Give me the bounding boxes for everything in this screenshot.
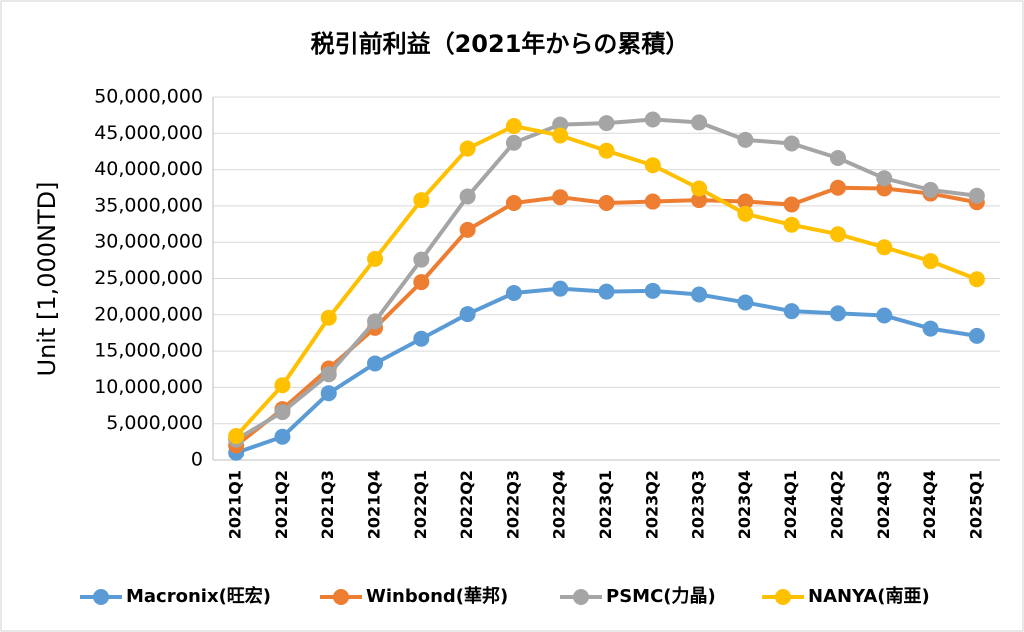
x-tick-label: 2021Q2	[272, 470, 291, 539]
legend-label: NANYA(南亜)	[808, 585, 930, 607]
data-point	[876, 307, 893, 324]
x-tick-label: 2023Q1	[596, 470, 615, 539]
data-point	[598, 283, 615, 300]
data-point	[783, 196, 800, 213]
data-point	[829, 226, 846, 243]
data-point	[876, 239, 893, 256]
data-point	[274, 404, 291, 421]
data-point	[505, 194, 522, 211]
data-point	[274, 428, 291, 445]
data-point	[737, 294, 754, 311]
y-tick-label: 45,000,000	[94, 122, 203, 144]
data-point	[413, 192, 430, 209]
y-tick-label: 20,000,000	[94, 303, 203, 325]
y-tick-label: 15,000,000	[94, 340, 203, 362]
data-point	[922, 253, 939, 270]
data-point	[644, 282, 661, 299]
data-point	[505, 118, 522, 135]
data-point	[691, 286, 708, 303]
y-tick-label: 25,000,000	[94, 267, 203, 289]
data-point	[598, 142, 615, 159]
data-point	[552, 189, 569, 206]
x-tick-label: 2022Q2	[457, 470, 476, 539]
data-point	[459, 221, 476, 238]
y-tick-label: 40,000,000	[94, 158, 203, 180]
y-axis-label: Unit [1,000NTD]	[33, 181, 61, 376]
data-point	[691, 180, 708, 197]
data-point	[552, 127, 569, 144]
legend-label: Macronix(旺宏)	[126, 585, 271, 607]
data-point	[691, 192, 708, 209]
data-point	[552, 280, 569, 297]
data-point	[644, 157, 661, 174]
y-tick-label: 50,000,000	[94, 86, 203, 108]
y-tick-label: 30,000,000	[94, 231, 203, 253]
y-tick-label: 10,000,000	[94, 376, 203, 398]
data-point	[783, 303, 800, 320]
data-point	[644, 193, 661, 210]
data-point	[922, 181, 939, 198]
legend-marker	[93, 589, 109, 605]
x-tick-label: 2021Q3	[318, 470, 337, 539]
chart-title: 税引前利益（2021年からの累積）	[311, 30, 690, 58]
data-point	[968, 327, 985, 344]
x-tick-label: 2024Q3	[874, 470, 893, 539]
data-point	[691, 114, 708, 131]
data-point	[320, 366, 337, 383]
data-point	[598, 194, 615, 211]
data-point	[737, 131, 754, 148]
data-point	[876, 170, 893, 187]
data-point	[413, 274, 430, 291]
data-point	[320, 385, 337, 402]
legend-marker	[573, 589, 589, 605]
data-point	[367, 355, 384, 372]
data-point	[783, 216, 800, 233]
data-point	[413, 330, 430, 347]
legend-marker	[775, 589, 791, 605]
data-point	[922, 320, 939, 337]
x-tick-label: 2021Q4	[365, 470, 384, 539]
data-point	[783, 135, 800, 152]
x-tick-label: 2022Q1	[411, 470, 430, 539]
x-tick-label: 2022Q3	[503, 470, 522, 539]
data-point	[505, 134, 522, 151]
data-point	[228, 428, 245, 445]
x-tick-label: 2022Q4	[550, 470, 569, 539]
data-point	[505, 285, 522, 302]
data-point	[829, 149, 846, 166]
y-tick-label: 5,000,000	[106, 412, 203, 434]
legend-label: PSMC(力晶)	[606, 586, 716, 607]
data-point	[737, 205, 754, 222]
data-point	[367, 250, 384, 267]
data-point	[598, 115, 615, 132]
legend-marker	[333, 589, 349, 605]
data-point	[274, 377, 291, 394]
data-point	[737, 193, 754, 210]
y-tick-label: 0	[191, 449, 203, 471]
x-tick-label: 2021Q1	[226, 470, 245, 539]
data-point	[367, 313, 384, 330]
x-tick-label: 2024Q1	[781, 470, 800, 539]
x-tick-label: 2023Q2	[642, 470, 661, 539]
data-point	[320, 309, 337, 326]
x-tick-label: 2023Q3	[689, 470, 708, 539]
data-point	[968, 271, 985, 288]
x-tick-label: 2024Q2	[827, 470, 846, 539]
x-tick-label: 2023Q4	[735, 470, 754, 539]
data-point	[459, 188, 476, 205]
data-point	[459, 140, 476, 157]
legend-label: Winbond(華邦)	[366, 585, 508, 607]
x-tick-label: 2024Q4	[920, 470, 939, 539]
data-point	[459, 306, 476, 323]
data-point	[413, 251, 430, 268]
y-tick-label: 35,000,000	[94, 194, 203, 216]
data-point	[829, 305, 846, 322]
data-point	[968, 187, 985, 204]
data-point	[829, 179, 846, 196]
x-tick-label: 2025Q1	[966, 470, 985, 539]
data-point	[644, 111, 661, 128]
